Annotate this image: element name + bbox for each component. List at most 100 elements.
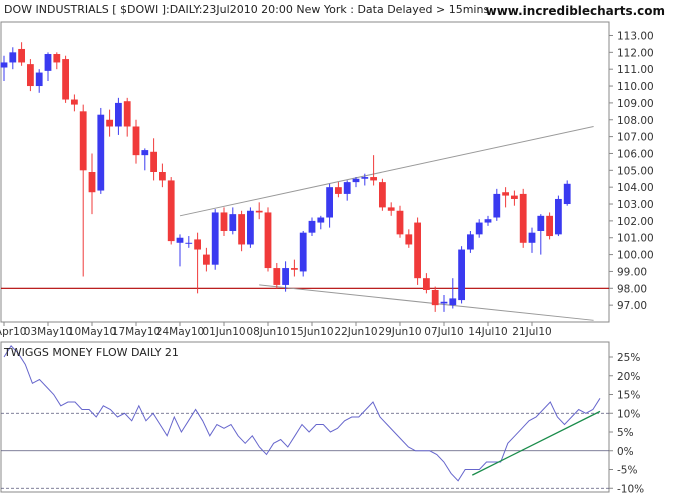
price-x-tick-label: 17May10 [112,326,160,338]
indicator-y-tick-label: 15% [617,390,640,402]
candle-down [431,289,439,306]
price-y-tick-label: 113.00 [617,30,654,42]
indicator-y-tick-label: -5% [617,465,637,477]
candle-up [0,62,8,68]
candle-up [361,177,369,179]
candle-up [467,234,474,250]
candle-up [528,232,536,243]
indicator-trendline [471,410,601,476]
candle-up [185,242,193,244]
candle-down [511,195,518,199]
candle-down [238,214,245,245]
indicator-chart: 25% 20% 15% 10% 5% 0% -5% -10% [1,344,644,495]
candle-down [71,99,78,105]
indicator-y-tick-label: -10% [617,483,644,495]
price-y-tick-label: 108.00 [617,115,654,127]
candle-down [194,239,201,250]
candle-down [150,151,157,172]
price-x-tick-label: 21Jul10 [512,326,551,338]
candle-up [44,54,52,71]
candle-down [264,212,272,269]
candle-up [326,187,333,218]
candle-up [299,232,307,272]
candle-down [519,193,527,243]
candle-up [247,210,254,245]
price-x-tick-label: 10May10 [68,326,116,338]
candle-up [343,182,351,194]
candle-down [423,278,430,290]
candle-up [9,52,17,63]
price-y-tick-label: 99.00 [617,266,647,278]
candle-down [159,172,166,181]
indicator-title: TWIGGS MONEY FLOW DAILY 21 [3,346,179,359]
candle-up [484,219,492,223]
price-y-tick-label: 98.00 [617,283,647,295]
indicator-panel-frame [0,341,610,493]
candle-up [458,249,465,301]
candle-down [132,126,140,156]
chart-title: DOW INDUSTRIALS [ $DOWI ]:DAILY:23Jul201… [4,3,489,16]
money-flow-line [3,344,601,482]
candle-down [387,207,395,211]
candle-down [88,172,96,193]
candle-up [475,222,483,235]
candle-up [440,301,448,304]
candle-down [379,182,386,208]
price-y-tick-label: 106.00 [617,148,654,160]
price-panel-frame [0,21,610,323]
price-y-tick-label: 101.00 [617,233,654,245]
indicator-y-tick-label: 25% [617,352,640,364]
candle-up [176,237,184,243]
candle-down [396,210,404,235]
candle-up [282,268,289,285]
candle-down [546,215,553,237]
candle-down [167,180,175,242]
indicator-y-tick-label: 10% [617,408,640,420]
price-y-tick-label: 111.00 [617,64,654,76]
price-x-tick-label: 29Jun10 [378,326,421,338]
candle-up [449,298,457,306]
price-y-tick-label: 104.00 [617,182,654,194]
candle-up [211,212,219,265]
candle-up [308,220,316,233]
price-x-tick-label: 22Jun10 [334,326,377,338]
price-y-tick-label: 102.00 [617,216,654,228]
price-chart: 113.00 112.00 111.00 110.00 109.00 108.00 107.… [0,30,654,338]
candle-down [502,192,509,196]
price-x-tick-label: 15Jun10 [290,326,333,338]
price-x-tick-label: 08Jun10 [246,326,289,338]
candle-down [414,222,421,279]
indicator-y-tick-label: 5% [617,427,634,439]
candle-up [317,217,325,223]
candle-up [493,193,501,218]
candle-up [555,198,562,235]
price-y-tick-label: 100.00 [617,250,654,262]
price-y-tick-label: 109.00 [617,98,654,110]
candle-up [352,178,360,183]
price-y-tick-label: 97.00 [617,300,647,312]
candle-up [115,102,122,127]
candle-up [141,150,149,156]
candle-down [405,234,413,245]
price-y-tick-label: 107.00 [617,132,654,144]
candle-down [370,177,377,181]
candle-down [220,212,228,231]
price-x-tick-label: 26Apr10 [0,326,26,338]
candle-down [123,101,131,127]
price-y-tick-label: 105.00 [617,165,654,177]
candle-up [97,114,105,191]
price-x-tick-label: 01Jun10 [202,326,245,338]
candle-down [27,64,34,87]
candle-down [53,54,61,63]
candle-down [62,59,69,100]
candle-up [563,183,571,205]
price-x-tick-label: 07Jul10 [424,326,463,338]
candle-down [106,119,113,127]
indicator-y-tick-label: 0% [617,446,634,458]
upper-trendline [179,126,594,217]
candle-down [335,187,342,194]
site-watermark: www.incrediblecharts.com [486,4,665,18]
candle-up [229,214,237,231]
